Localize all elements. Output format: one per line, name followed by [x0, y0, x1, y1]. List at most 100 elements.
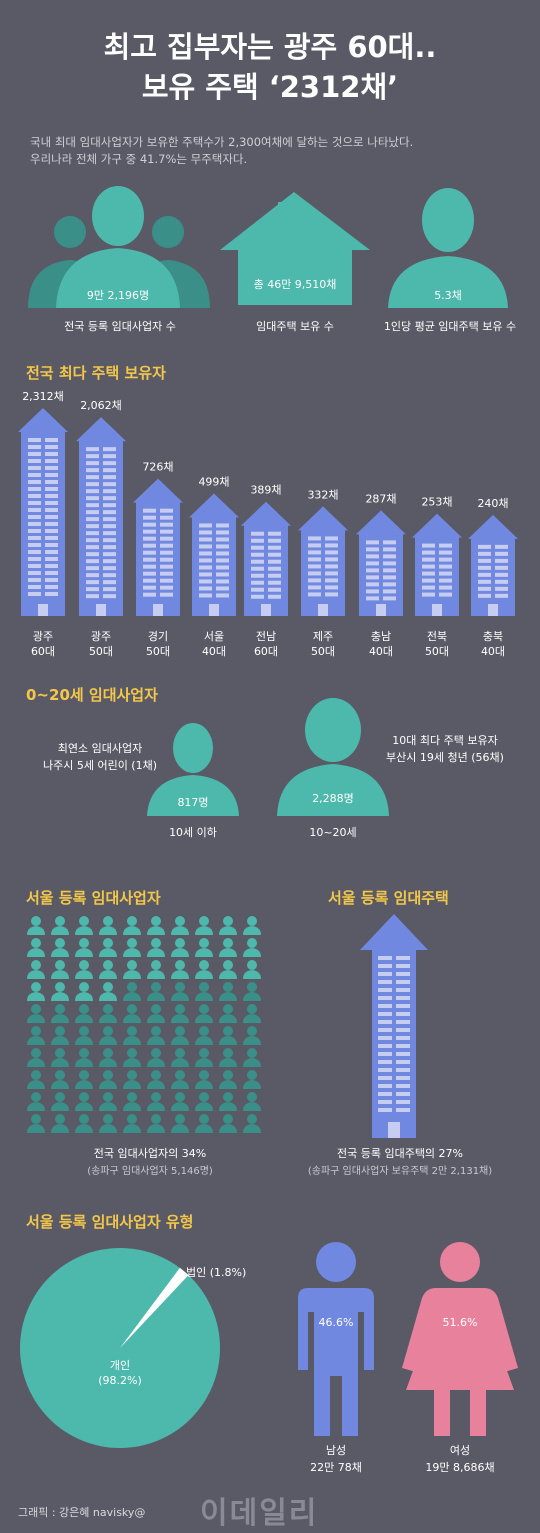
bar-value-label-0: 2,312채 [22, 390, 64, 403]
male-label: 남성 [325, 1444, 347, 1457]
male-percent: 46.6% [318, 1316, 354, 1329]
male-count: 22만 78채 [310, 1461, 362, 1474]
grid-person-icon [219, 938, 237, 957]
page-title-line1: 최고 집부자는 광주 60대.. [103, 30, 437, 64]
seoul-operators-caption: 전국 임대사업자의 34% [93, 1147, 207, 1160]
grid-person-icon [219, 1070, 237, 1089]
grid-person-icon [123, 1048, 141, 1067]
bar-building-0 [18, 408, 68, 616]
grid-person-icon [243, 960, 261, 979]
young-right-note2: 부산시 19세 청년 (56채) [386, 751, 504, 764]
grid-person-icon [27, 938, 45, 957]
grid-person-icon [195, 1114, 213, 1133]
bar-category-label-0-0: 광주 [33, 630, 53, 643]
grid-person-icon [123, 916, 141, 935]
grid-person-icon [243, 1004, 261, 1023]
bar-building-1 [76, 417, 126, 616]
grid-person-icon [243, 1026, 261, 1045]
grid-person-icon [99, 1026, 117, 1045]
bar-category-label-3-0: 서울 [204, 630, 224, 643]
grid-person-icon [27, 916, 45, 935]
intro-line2: 우리나라 전체 가구 중 41.7%는 무주택자다. [30, 152, 248, 166]
grid-person-icon [219, 1048, 237, 1067]
grid-person-icon [243, 1048, 261, 1067]
grid-person-icon [147, 1114, 165, 1133]
bar-category-label-7-1: 50대 [425, 645, 449, 658]
edaily-logo: 이데일리 [200, 1496, 319, 1531]
young-left-note1: 최연소 임대사업자 [57, 742, 143, 755]
bar-building-6 [356, 510, 406, 616]
grid-person-icon [123, 1114, 141, 1133]
bar-category-label-3-1: 40대 [202, 645, 226, 658]
young-value-10to20: 2,288명 [312, 792, 354, 805]
grid-person-icon [75, 1004, 93, 1023]
grid-person-icon [171, 960, 189, 979]
grid-person-icon [99, 1114, 117, 1133]
female-label: 여성 [449, 1444, 471, 1457]
grid-person-icon [99, 1004, 117, 1023]
grid-person-icon [171, 1114, 189, 1133]
young-label-under10: 10세 이하 [169, 826, 217, 839]
grid-person-icon [171, 1004, 189, 1023]
grid-person-icon [195, 1026, 213, 1045]
grid-person-icon [99, 938, 117, 957]
summary-label-average: 1인당 평균 임대주택 보유 수 [383, 320, 517, 333]
grid-person-icon [99, 982, 117, 1001]
grid-person-icon [219, 960, 237, 979]
summary-value-operators: 9만 2,196명 [86, 289, 150, 302]
bar-value-label-6: 287채 [365, 492, 396, 505]
seoul-operators-title: 서울 등록 임대사업자 [26, 889, 161, 907]
summary-label-houses: 임대주택 보유 수 [256, 320, 334, 333]
grid-person-icon [27, 1070, 45, 1089]
grid-person-icon [99, 1070, 117, 1089]
bar-category-label-6-0: 충남 [371, 630, 391, 643]
graphic-credit: 그래픽 : 강은혜 navisky@ [18, 1506, 146, 1519]
bar-value-label-3: 499채 [198, 475, 229, 488]
grid-person-icon [195, 982, 213, 1001]
bar-building-3 [189, 493, 239, 616]
grid-person-icon [195, 960, 213, 979]
grid-person-icon [99, 1048, 117, 1067]
grid-person-icon [171, 1070, 189, 1089]
grid-person-icon [195, 938, 213, 957]
grid-person-icon [51, 916, 69, 935]
pie-label-corporate: 법인 (1.8%) [186, 1266, 247, 1279]
chart-title-top-owners: 전국 최다 주택 보유자 [26, 364, 166, 382]
seoul-houses-building [360, 914, 428, 1138]
people-group-icon [28, 186, 210, 308]
bar-category-label-1-0: 광주 [91, 630, 111, 643]
grid-person-icon [27, 982, 45, 1001]
grid-person-icon [51, 960, 69, 979]
bar-value-label-2: 726채 [142, 461, 173, 474]
young-right-note1: 10대 최다 주택 보유자 [392, 734, 498, 747]
grid-person-icon [51, 1070, 69, 1089]
grid-person-icon [171, 982, 189, 1001]
grid-person-icon [75, 1026, 93, 1045]
house-icon [220, 192, 370, 305]
seoul-operators-icon-grid [27, 916, 261, 1133]
bar-category-label-8-1: 40대 [481, 645, 505, 658]
grid-person-icon [123, 1092, 141, 1111]
bar-category-label-1-1: 50대 [89, 645, 113, 658]
summary-value-houses: 총 46만 9,510채 [253, 278, 337, 291]
bar-building-7 [412, 513, 462, 616]
male-icon [298, 1242, 374, 1436]
pie-label-individual: 개인 [109, 1359, 131, 1372]
grid-person-icon [147, 1048, 165, 1067]
person-small-icon [147, 723, 239, 816]
bar-building-2 [133, 478, 183, 616]
bar-category-label-5-1: 50대 [311, 645, 335, 658]
grid-person-icon [219, 1092, 237, 1111]
bar-building-4 [241, 501, 291, 616]
grid-person-icon [27, 1048, 45, 1067]
types-section-title: 서울 등록 임대사업자 유형 [26, 1213, 194, 1231]
bar-category-label-4-1: 60대 [254, 645, 278, 658]
grid-person-icon [147, 938, 165, 957]
grid-person-icon [51, 1114, 69, 1133]
grid-person-icon [147, 1026, 165, 1045]
summary-label-operators: 전국 등록 임대사업자 수 [64, 320, 176, 333]
pie-slice-corporate [120, 1267, 189, 1348]
grid-person-icon [171, 916, 189, 935]
grid-person-icon [75, 1048, 93, 1067]
seoul-houses-caption: 전국 등록 임대주택의 27% [336, 1147, 464, 1160]
